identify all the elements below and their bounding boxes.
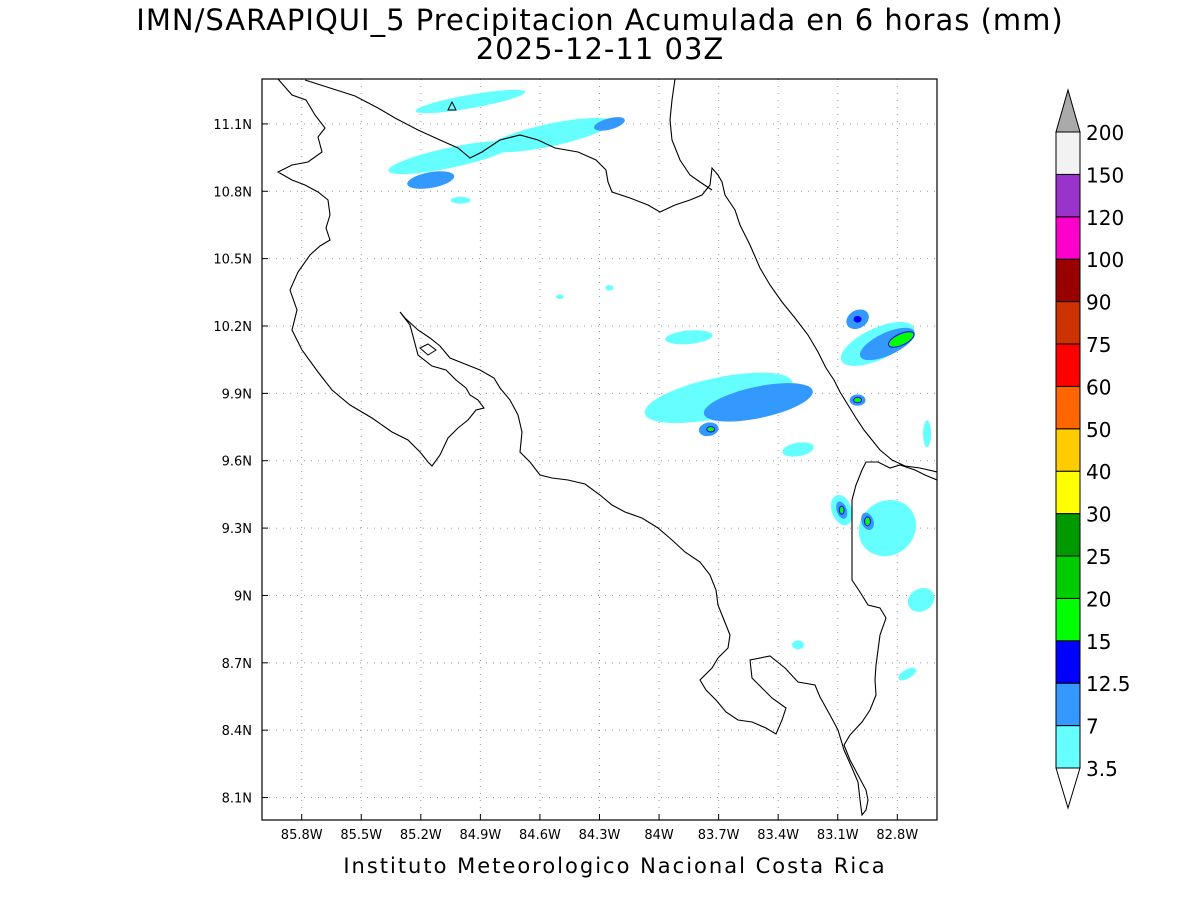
colorbar-label: 90 bbox=[1086, 291, 1111, 315]
map-grid bbox=[262, 79, 937, 820]
footer-credit: Instituto Meteorologico Nacional Costa R… bbox=[343, 854, 887, 878]
coastline bbox=[276, 79, 937, 817]
colorbar-swatch bbox=[1055, 428, 1081, 472]
precip-cell bbox=[703, 383, 813, 422]
precip-field bbox=[388, 89, 935, 681]
chart-title: IMN/SARAPIQUI_5 Precipitacion Acumulada … bbox=[136, 3, 1064, 37]
precip-cell bbox=[782, 442, 814, 457]
precip-cell bbox=[858, 499, 917, 557]
colorbar-label: 20 bbox=[1086, 587, 1111, 611]
precip-cell bbox=[605, 285, 614, 291]
colorbar-label: 7 bbox=[1086, 715, 1099, 739]
colorbar-label: 12.5 bbox=[1086, 672, 1131, 696]
colorbar-min-arrow bbox=[1055, 767, 1081, 810]
lon-tick-label: 83.7W bbox=[698, 828, 740, 843]
lake-small bbox=[419, 343, 437, 356]
precip-cell bbox=[864, 516, 871, 527]
lat-tick-label: 9.6N bbox=[222, 455, 252, 470]
lon-tick-label: 82.8W bbox=[876, 828, 918, 843]
lat-tick-label: 8.7N bbox=[222, 657, 252, 672]
lon-tick-label: 83.4W bbox=[757, 828, 799, 843]
lat-tick-label: 8.4N bbox=[222, 724, 252, 739]
lon-tick-label: 85.5W bbox=[340, 828, 382, 843]
lat-tick-labels: 11.1N 10.8N 10.5N 10.2N 9.9N 9.6N 9.3N 9N 8.7N 8.… bbox=[213, 118, 268, 807]
island-small bbox=[447, 100, 457, 111]
lon-tick-label: 85.2W bbox=[400, 828, 442, 843]
colorbar-legend: 3.5 7 12.5 15 20 25 30 40 50 60 75 90 100 120 150 200 bbox=[1055, 88, 1131, 810]
precip-cell bbox=[853, 396, 863, 404]
precip-cell bbox=[388, 141, 513, 175]
colorbar-swatch bbox=[1055, 343, 1081, 387]
precip-cell bbox=[792, 640, 804, 650]
lat-tick-label: 9.3N bbox=[222, 522, 252, 537]
lon-tick-label: 83.1W bbox=[817, 828, 859, 843]
map-frame bbox=[261, 78, 938, 821]
colorbar-swatch bbox=[1055, 131, 1081, 175]
lon-tick-labels: 85.8W 85.5W 85.2W 84.9W 84.6W 84.3W 84W 83.7W 83… bbox=[281, 814, 918, 843]
precip-cell bbox=[555, 294, 564, 300]
colorbar-swatch bbox=[1055, 385, 1081, 430]
colorbar-swatch bbox=[1055, 301, 1081, 345]
colorbar-swatch bbox=[1055, 470, 1081, 515]
colorbar-label: 15 bbox=[1086, 630, 1111, 654]
precip-cell bbox=[706, 426, 716, 433]
lat-tick-label: 11.1N bbox=[213, 118, 252, 133]
lat-tick-label: 10.2N bbox=[213, 320, 252, 335]
precip-cell bbox=[487, 117, 613, 153]
colorbar-label: 30 bbox=[1086, 503, 1111, 527]
precip-cell bbox=[923, 420, 932, 448]
colorbar-swatch bbox=[1055, 597, 1081, 642]
coastline-north bbox=[304, 79, 937, 473]
colorbar-label: 100 bbox=[1086, 248, 1124, 272]
lat-tick-label: 9N bbox=[234, 589, 252, 604]
colorbar-swatch bbox=[1055, 725, 1081, 769]
lat-tick-label: 10.8N bbox=[213, 185, 252, 200]
precip-cell bbox=[665, 330, 713, 345]
lon-tick-label: 85.8W bbox=[281, 828, 323, 843]
colorbar-swatch bbox=[1055, 258, 1081, 303]
coastline-border bbox=[276, 79, 937, 817]
precip-cell bbox=[853, 315, 862, 323]
colorbar-label: 200 bbox=[1086, 121, 1124, 145]
colorbar-label: 75 bbox=[1086, 333, 1111, 357]
colorbar-max-arrow bbox=[1055, 88, 1081, 133]
precip-cell bbox=[907, 587, 935, 612]
colorbar-label: 150 bbox=[1086, 163, 1124, 187]
colorbar-swatch bbox=[1055, 640, 1081, 684]
lon-tick-label: 84.3W bbox=[579, 828, 621, 843]
chart-subtitle-date: 2025-12-11 03Z bbox=[475, 32, 725, 66]
precip-cell bbox=[594, 117, 625, 131]
colorbar-label: 120 bbox=[1086, 206, 1124, 230]
precip-cell bbox=[838, 505, 845, 515]
precip-cell bbox=[407, 171, 455, 189]
lon-tick-label: 84.6W bbox=[519, 828, 561, 843]
colorbar-swatch bbox=[1055, 216, 1081, 260]
coastline-north-border bbox=[669, 79, 713, 191]
colorbar-swatch bbox=[1055, 173, 1081, 218]
lat-tick-label: 8.1N bbox=[222, 792, 252, 807]
precip-cell bbox=[898, 667, 917, 681]
colorbar-swatch bbox=[1055, 555, 1081, 599]
colorbar-swatch bbox=[1055, 682, 1081, 727]
colorbar-swatch bbox=[1055, 513, 1081, 557]
lon-tick-label: 84.9W bbox=[459, 828, 501, 843]
precip-cell bbox=[644, 372, 793, 424]
colorbar-label: 50 bbox=[1086, 418, 1111, 442]
colorbar-label: 60 bbox=[1086, 375, 1111, 399]
lon-tick-label: 84W bbox=[644, 828, 674, 843]
colorbar-label: 40 bbox=[1086, 460, 1111, 484]
precip-cell bbox=[415, 89, 526, 114]
precip-cell bbox=[450, 196, 471, 204]
lat-tick-label: 10.5N bbox=[213, 253, 252, 268]
colorbar-label: 25 bbox=[1086, 545, 1111, 569]
lat-tick-label: 9.9N bbox=[222, 387, 252, 402]
precip-cell bbox=[887, 331, 915, 348]
colorbar-label: 3.5 bbox=[1086, 757, 1118, 781]
